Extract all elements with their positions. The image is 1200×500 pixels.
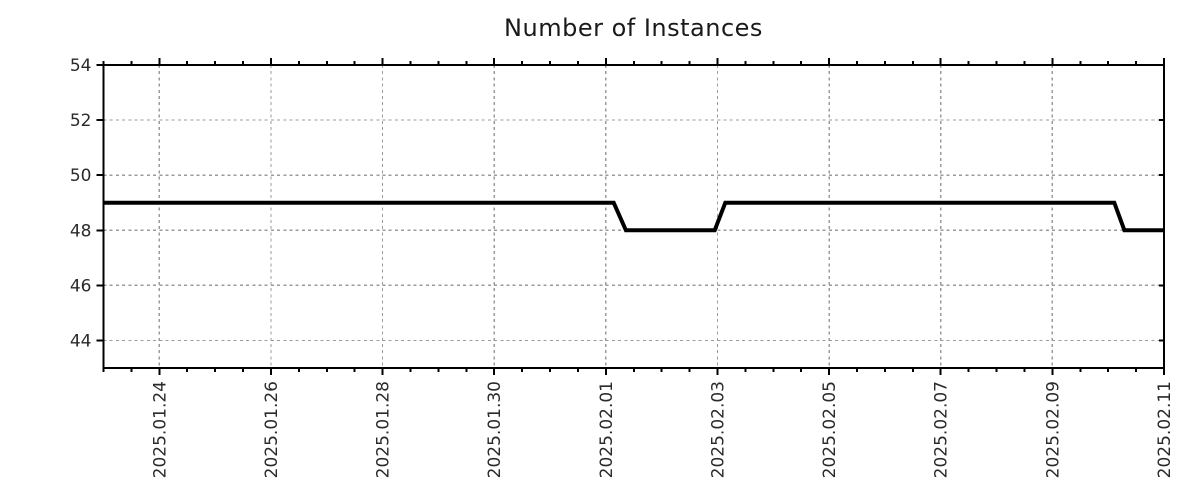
y-tick-label: 54: [70, 56, 92, 76]
x-tick-label: 2025.02.03: [708, 381, 728, 478]
x-tick-label: 2025.02.01: [597, 381, 617, 478]
y-tick-label: 46: [70, 276, 92, 296]
x-tick-label: 2025.02.11: [1155, 381, 1175, 478]
y-tick-label: 44: [70, 331, 92, 351]
y-tick-label: 48: [70, 221, 92, 241]
y-tick-label: 52: [70, 111, 92, 131]
x-tick-label: 2025.02.09: [1043, 381, 1063, 478]
x-tick-label: 2025.01.30: [485, 381, 505, 478]
x-tick-label: 2025.01.28: [374, 381, 394, 478]
x-tick-label: 2025.01.26: [262, 381, 282, 478]
x-tick-label: 2025.01.24: [150, 381, 170, 478]
tick-label-layer: 44 46 48 50 52 54 2025.01.24 2025.01.26 2025.01.…: [70, 56, 1175, 478]
x-tick-label: 2025.02.07: [932, 381, 952, 478]
x-tick-label: 2025.02.05: [820, 381, 840, 478]
plot-border: [102, 64, 1165, 369]
data-line-instances: [103, 200, 1164, 233]
chart-title: Number of Instances: [504, 14, 763, 42]
grid-layer: [103, 65, 1165, 368]
series-layer: [103, 200, 1164, 233]
y-tick-label: 50: [70, 166, 92, 186]
axis-layer: [96, 58, 1165, 375]
